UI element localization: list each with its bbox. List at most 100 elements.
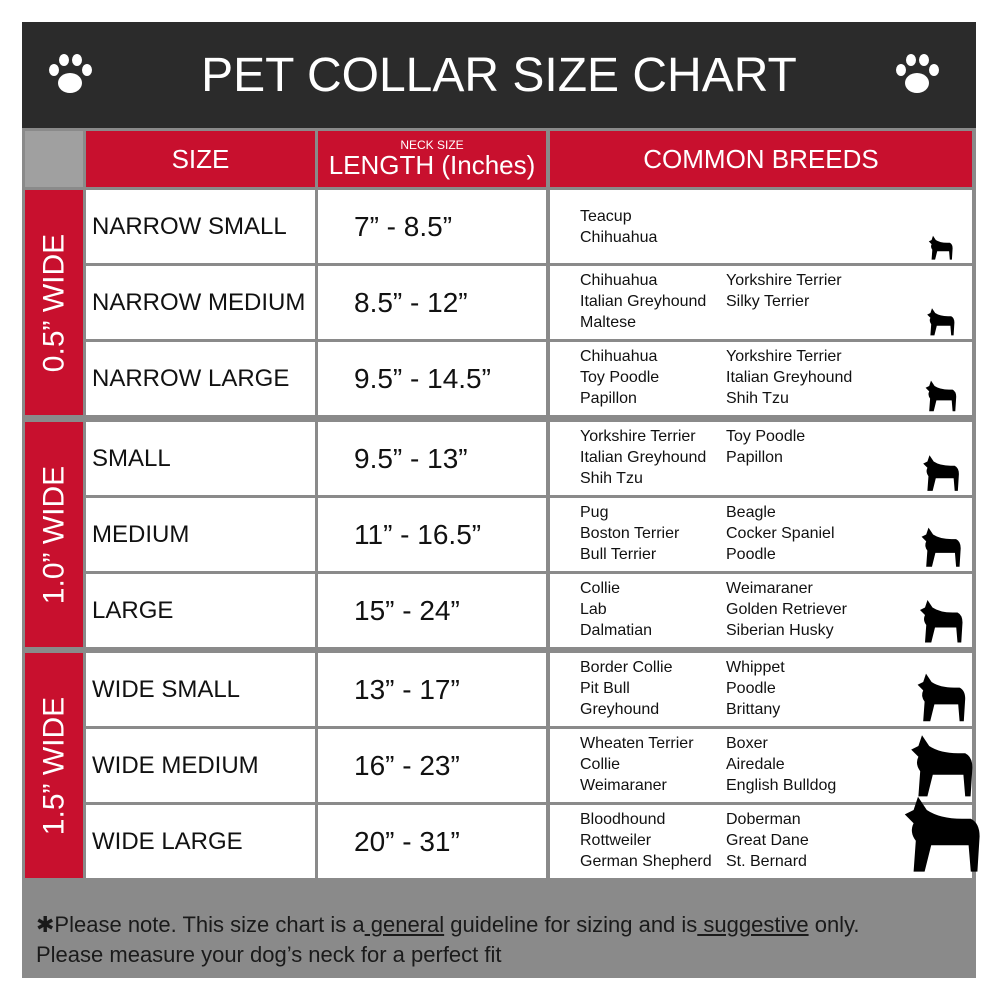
header-cell: COMMON BREEDS: [550, 131, 972, 187]
length-cell: 15” - 24”: [318, 574, 546, 647]
breed: Doberman: [726, 811, 801, 828]
note-text: guideline for sizing and is: [444, 912, 698, 937]
paw-icon: [49, 54, 92, 93]
dog-icon: [925, 380, 957, 412]
dog-icon: [904, 796, 980, 872]
size-cell: WIDE SMALL: [86, 653, 315, 726]
size-cell: WIDE LARGE: [86, 805, 315, 878]
breed: Italian Greyhound: [580, 449, 707, 466]
header-cell: SIZE: [86, 131, 315, 187]
breed: St. Bernard: [726, 853, 807, 870]
breed: Yorkshire Terrier: [580, 428, 696, 445]
dog-icon: [917, 673, 966, 722]
breed: German Shepherd: [580, 853, 712, 870]
group-label: 1.0” WIDE: [37, 465, 70, 604]
breed: Collie: [580, 580, 621, 597]
note-underlined: general: [364, 912, 445, 937]
breed: Toy Poodle: [580, 369, 660, 386]
breed: Chihuahua: [580, 272, 658, 289]
breed: Yorkshire Terrier: [726, 272, 842, 289]
group-band: 1.5” WIDE: [25, 653, 83, 878]
breed: Shih Tzu: [726, 390, 789, 407]
breed: Papillon: [580, 390, 637, 407]
breed: Siberian Husky: [726, 622, 834, 639]
breed: Boxer: [726, 735, 768, 752]
breed: Boston Terrier: [580, 525, 680, 542]
breed: Bloodhound: [580, 811, 666, 828]
dog-icon: [928, 235, 953, 260]
size-cell: NARROW MEDIUM: [86, 266, 315, 339]
breed: Poodle: [726, 680, 776, 697]
breed: Papillon: [726, 449, 783, 466]
breed: Rottweiler: [580, 832, 652, 849]
breed: Italian Greyhound: [580, 293, 707, 310]
breeds-cell: Chihuahua Italian Greyhound Maltese Yorkshi…: [550, 266, 972, 339]
breed: Yorkshire Terrier: [726, 348, 842, 365]
breed: Cocker Spaniel: [726, 525, 835, 542]
paw-icon: [896, 54, 939, 93]
breed: Wheaten Terrier: [580, 735, 694, 752]
breed: Maltese: [580, 314, 637, 331]
breed: Border Collie: [580, 659, 673, 676]
breed: Dalmatian: [580, 622, 653, 639]
header-small: NECK SIZE: [400, 138, 464, 152]
breed: Great Dane: [726, 832, 809, 849]
breed: Lab: [580, 601, 607, 618]
footnote: ✱Please note. This size chart is a gener…: [36, 910, 966, 970]
breed: Golden Retriever: [726, 601, 847, 618]
length-cell: 20” - 31”: [318, 805, 546, 878]
breed: Silky Terrier: [726, 293, 810, 310]
breeds-cell: Border Collie Pit Bull Greyhound Whippet Poo…: [550, 653, 972, 726]
group-label: 0.5” WIDE: [37, 233, 70, 372]
breeds-cell: Bloodhound Rottweiler German Shepherd Dober…: [550, 796, 980, 878]
breed: Italian Greyhound: [726, 369, 853, 386]
note-line: Please measure your dog’s neck for a per…: [36, 942, 502, 967]
header-cell: NECK SIZE LENGTH (Inches): [318, 131, 546, 187]
breed: Chihuahua: [580, 229, 658, 246]
breed: Collie: [580, 756, 621, 773]
breed: Chihuahua: [580, 348, 658, 365]
note-text: ✱Please note. This size chart is a: [36, 912, 365, 937]
breeds-cell: Wheaten Terrier Collie Weimaraner Boxer Aire…: [550, 729, 973, 802]
breed: Whippet: [726, 659, 785, 676]
note-text: only.: [808, 912, 860, 937]
breed: Shih Tzu: [580, 470, 643, 487]
length-cell: 8.5” - 12”: [318, 266, 546, 339]
breed: Greyhound: [580, 701, 660, 718]
breed: Airedale: [726, 756, 785, 773]
length-cell: 11” - 16.5”: [318, 498, 546, 571]
length-cell: 9.5” - 13”: [318, 422, 546, 495]
dog-icon: [920, 600, 963, 643]
breed: Weimaraner: [726, 580, 813, 597]
breed: English Bulldog: [726, 777, 837, 794]
length-cell: 7” - 8.5”: [318, 190, 546, 263]
dog-icon: [927, 308, 955, 336]
breeds-cell: Pug Boston Terrier Bull Terrier Beagle Cocke…: [550, 498, 972, 571]
length-cell: 16” - 23”: [318, 729, 546, 802]
dog-icon: [921, 527, 961, 567]
title: PET COLLAR SIZE CHART: [22, 22, 976, 128]
note-underlined: suggestive: [697, 912, 809, 937]
note-line: ✱Please note. This size chart is a gener…: [36, 910, 966, 940]
breeds-cell: Chihuahua Toy Poodle Papillon Yorkshire Ter…: [550, 342, 972, 415]
breed: Pit Bull: [580, 680, 630, 697]
breed: Brittany: [726, 701, 781, 718]
breeds-cell: Yorkshire Terrier Italian Greyhound Shih T…: [550, 422, 972, 495]
group-label: 1.5” WIDE: [37, 696, 70, 835]
length-cell: 9.5” - 14.5”: [318, 342, 546, 415]
breed: Pug: [580, 504, 609, 521]
group-band: 1.0” WIDE: [25, 422, 83, 647]
breed: Toy Poodle: [726, 428, 806, 445]
breed: Bull Terrier: [580, 546, 657, 563]
header-text: LENGTH (Inches): [328, 150, 536, 180]
breed: Teacup: [580, 208, 632, 225]
breed: Poodle: [726, 546, 776, 563]
size-cell: LARGE: [86, 574, 315, 647]
corner-cell: [25, 131, 83, 187]
size-cell: WIDE MEDIUM: [86, 729, 315, 802]
dog-icon: [923, 455, 959, 491]
breed: Weimaraner: [580, 777, 667, 794]
length-cell: 13” - 17”: [318, 653, 546, 726]
size-cell: SMALL: [86, 422, 315, 495]
